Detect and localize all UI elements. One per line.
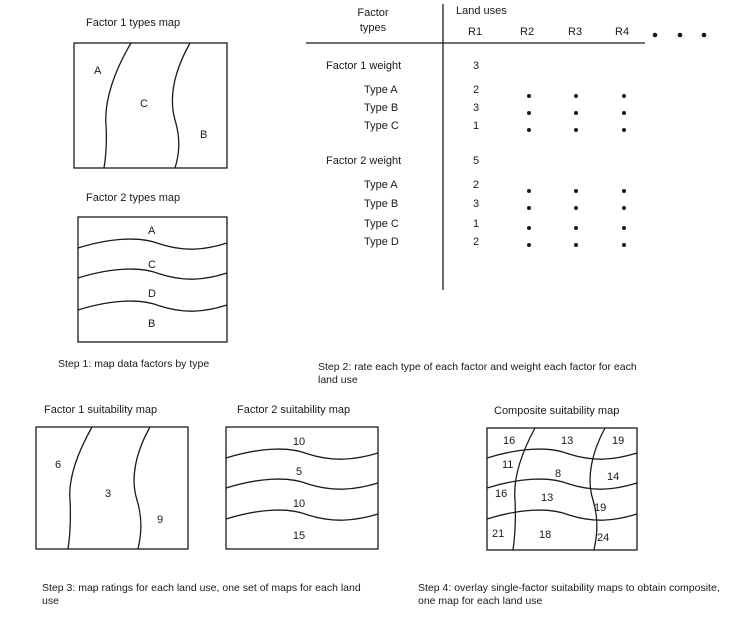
- table-dots: [527, 94, 626, 247]
- composite-value: 16: [495, 488, 508, 500]
- factor1-suitability-map-frame: [35, 426, 189, 550]
- composite-map-frame: [486, 427, 638, 551]
- table-header-land-uses: Land uses: [456, 5, 507, 17]
- factor1-type-region-label: B: [200, 129, 208, 141]
- factor1-type-region-label: C: [140, 98, 148, 110]
- composite-boundary-horizontal-3: [486, 509, 638, 521]
- factor2-types-map-frame: [77, 216, 228, 343]
- factor2-type-region-label: D: [148, 288, 156, 300]
- factor1-type-row-label: Type A: [364, 84, 398, 96]
- factor1-weight-value: 3: [473, 60, 480, 72]
- composite-map-title: Composite suitability map: [494, 405, 620, 417]
- factor2-suitability-boundary-1: [225, 448, 379, 460]
- table-header-factor: Factor: [357, 7, 389, 19]
- factor1-weight-label: Factor 1 weight: [326, 60, 402, 72]
- factor1-suitability-value: 9: [157, 514, 164, 526]
- factor2-weight-label: Factor 2 weight: [326, 155, 402, 167]
- factor1-type-region-label: A: [94, 65, 102, 77]
- factor2-type-row-label: Type B: [364, 198, 399, 210]
- factor1-type-row-value: 1: [473, 120, 480, 132]
- step2-caption: Step 2: rate each type of each factor an…: [318, 361, 637, 386]
- factor2-type-row-label: Type C: [364, 218, 399, 230]
- factor2-weight-value: 5: [473, 155, 480, 167]
- factor2-suitability-value: 10: [292, 436, 306, 448]
- factor2-type-row-label: Type A: [364, 179, 398, 191]
- table-header-types: types: [359, 22, 387, 34]
- composite-value: 8: [555, 468, 562, 480]
- composite-value: 19: [612, 435, 625, 447]
- step1-caption: Step 1: map data factors by type: [58, 358, 210, 370]
- composite-boundary-vertical-right: [589, 427, 606, 551]
- factor2-types-map-title: Factor 2 types map: [86, 192, 181, 204]
- composite-value: 16: [503, 435, 516, 447]
- composite-value: 13: [561, 435, 574, 447]
- factor1-type-row-label: Type B: [364, 102, 399, 114]
- step4-caption: Step 4: overlay single-factor suitabilit…: [418, 582, 720, 607]
- composite-value: 14: [607, 471, 620, 483]
- factor2-type-region-label: A: [148, 225, 156, 237]
- factor1-types-map-title: Factor 1 types map: [86, 17, 181, 29]
- factor2-types-boundary-3: [77, 300, 228, 312]
- columns-ellipsis: [652, 32, 707, 38]
- column-header-r2: R2: [520, 26, 535, 38]
- factor1-suitability-value: 6: [55, 459, 62, 471]
- factor2-suitability-value: 5: [295, 466, 303, 478]
- step3-caption: Step 3: map ratings for each land use, o…: [42, 582, 361, 607]
- composite-value: 21: [492, 528, 505, 540]
- factor2-type-row-value: 3: [473, 198, 480, 210]
- factor2-suitability-value: 10: [292, 498, 306, 510]
- factor1-suitability-map-title: Factor 1 suitability map: [44, 404, 158, 416]
- factor1-suitability-boundary-right: [133, 426, 151, 550]
- factor1-types-boundary-left: [103, 42, 132, 169]
- composite-value: 11: [502, 459, 514, 471]
- factor2-suitability-boundary-2: [225, 478, 379, 490]
- factor2-type-row-label: Type D: [364, 236, 399, 248]
- factor1-type-row-value: 2: [473, 84, 480, 96]
- factor2-type-row-value: 2: [473, 179, 480, 191]
- factor1-types-boundary-right: [171, 42, 191, 169]
- factor1-type-row-value: 3: [473, 102, 480, 114]
- factor1-suitability-boundary-left: [67, 426, 93, 550]
- factor2-type-region-label: B: [148, 318, 156, 330]
- factor2-type-row-value: 2: [473, 236, 480, 248]
- factor2-suitability-boundary-3: [225, 509, 379, 521]
- composite-value: 13: [541, 492, 554, 504]
- factor2-type-row-value: 1: [473, 218, 480, 230]
- factor1-suitability-value: 3: [105, 488, 112, 500]
- composite-boundary-horizontal-1: [486, 448, 638, 460]
- factor2-types-boundary-1: [77, 238, 228, 250]
- composite-boundary-horizontal-2: [486, 478, 638, 490]
- column-header-r1: R1: [468, 26, 483, 38]
- composite-value: 24: [597, 532, 610, 544]
- factor1-type-row-label: Type C: [364, 120, 399, 132]
- factor2-type-region-label: C: [148, 259, 156, 271]
- composite-value: 18: [539, 529, 552, 541]
- composite-value: 19: [594, 502, 607, 514]
- factor2-suitability-value: 15: [292, 530, 306, 542]
- factor2-types-boundary-2: [77, 268, 228, 280]
- composite-boundary-vertical-left: [512, 427, 536, 551]
- factor1-types-map-frame: [73, 42, 228, 169]
- column-header-r4: R4: [615, 26, 630, 38]
- column-header-r3: R3: [568, 26, 583, 38]
- factor2-suitability-map-title: Factor 2 suitability map: [237, 404, 351, 416]
